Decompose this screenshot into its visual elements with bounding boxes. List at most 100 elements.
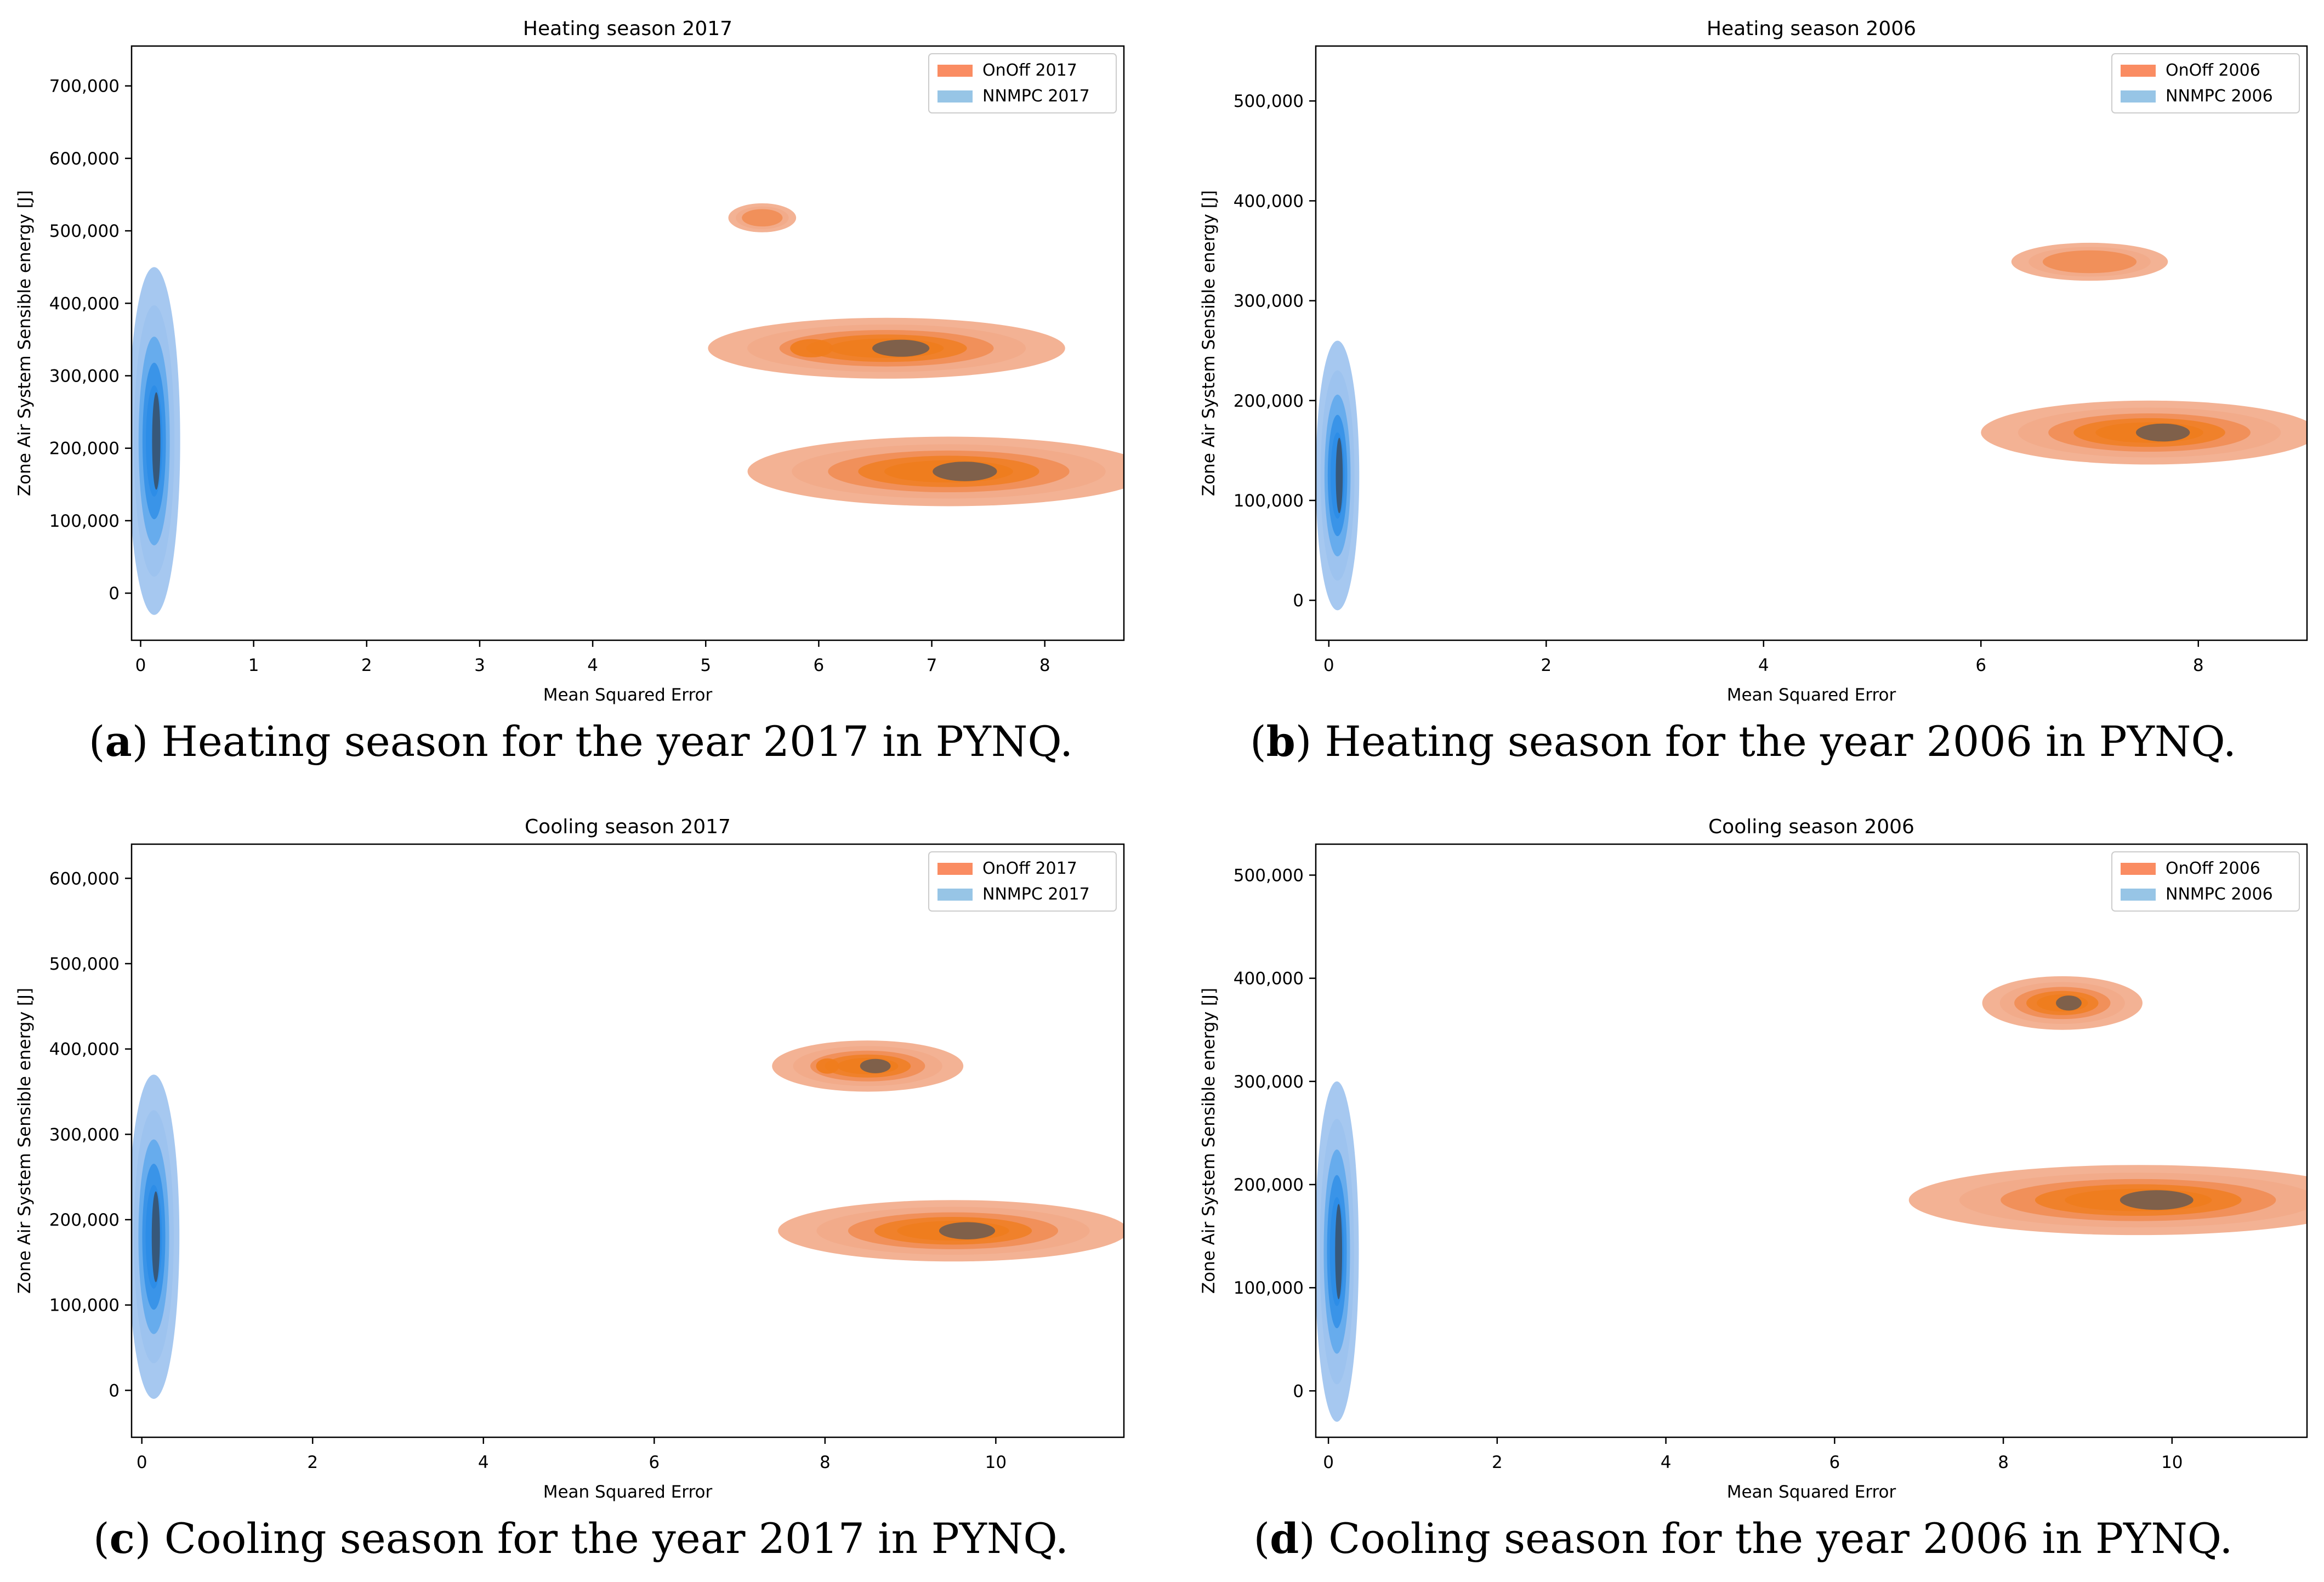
x-tick-label: 4: [1661, 1453, 1672, 1472]
y-tick-label: 500,000: [49, 221, 120, 241]
series-onoff-2017: [708, 203, 1124, 507]
caption-a: (a) Heating season for the year 2017 in …: [88, 717, 1073, 766]
legend-box: [2111, 53, 2300, 113]
legend: OnOff 2017 NNMPC 2017: [928, 851, 1117, 912]
legend: OnOff 2017 NNMPC 2017: [928, 53, 1117, 113]
y-tick-label: 200,000: [49, 439, 120, 459]
x-tick-label: 6: [1975, 656, 1986, 675]
legend-label-nnmpc-2006: NNMPC 2006: [2166, 885, 2273, 904]
series-onoff-2006: [1908, 976, 2307, 1236]
density-peak-2-onoff-2017-1: [816, 1058, 839, 1074]
caption-b: (b) Heating season for the year 2006 in …: [1249, 717, 2237, 766]
legend-label-nnmpc-2017: NNMPC 2017: [982, 885, 1090, 904]
caption-d-label: d: [1270, 1514, 1299, 1563]
plot-area: [132, 1040, 1124, 1399]
y-axis-label: Zone Air System Sensible energy [J]: [15, 988, 35, 1294]
y-tick-label: 200,000: [1234, 391, 1304, 411]
x-tick-label: 4: [587, 656, 598, 675]
x-tick-label: 5: [700, 656, 711, 675]
caption-c-text: Cooling season for the year 2017 in PYNQ…: [164, 1514, 1069, 1563]
series-nnmpc-2006: [1316, 340, 1360, 611]
series-nnmpc-2006: [1316, 1081, 1359, 1422]
x-tick-label: 2: [361, 656, 372, 675]
x-tick-label: 4: [1758, 656, 1769, 675]
legend: OnOff 2006 NNMPC 2006: [2111, 53, 2300, 113]
y-tick-label: 700,000: [49, 77, 120, 96]
y-tick-label: 600,000: [49, 149, 120, 169]
x-tick-label: 2: [307, 1453, 318, 1472]
legend-swatch-nnmpc-2017: [937, 889, 973, 901]
x-tick-label: 1: [248, 656, 259, 675]
y-tick-label: 100,000: [49, 1296, 120, 1316]
x-tick-label: 6: [1829, 1453, 1840, 1472]
density-peak-nnmpc-2006-0: [1335, 1204, 1343, 1300]
legend-box: [928, 851, 1117, 912]
density-peak-onoff-2006-0: [2120, 1190, 2194, 1210]
x-tick-label: 8: [1998, 1453, 2009, 1472]
y-tick-label: 100,000: [1234, 1278, 1304, 1298]
y-tick-label: 400,000: [49, 1040, 120, 1060]
x-tick-label: 3: [474, 656, 485, 675]
x-tick-label: 7: [927, 656, 937, 675]
caption-c: (c) Cooling season for the year 2017 in …: [93, 1514, 1069, 1563]
y-tick-label: 300,000: [1234, 292, 1304, 311]
x-tick-label: 4: [478, 1453, 489, 1472]
legend-label-onoff-2006: OnOff 2006: [2166, 61, 2260, 80]
legend-swatch-onoff-2006: [2121, 863, 2156, 875]
caption-c-label: c: [109, 1514, 135, 1563]
legend-swatch-nnmpc-2006: [2121, 889, 2156, 901]
series-nnmpc-2017: [132, 267, 180, 615]
density-contour-onoff-2017-2-2: [742, 209, 783, 227]
chart-title: Heating season 2017: [523, 18, 732, 40]
caption-b-label: b: [1266, 717, 1295, 766]
y-tick-label: 300,000: [1234, 1072, 1304, 1092]
axes-frame: [1315, 45, 2308, 641]
y-tick-label: 0: [1293, 591, 1304, 611]
panel-cooling-2006: 0 2 4 6 8 10 0 100,000 200,000 300,000 400,000 500,…: [1199, 816, 2308, 1502]
x-axis-label: Mean Squared Error: [1727, 1482, 1896, 1502]
y-tick-label: 300,000: [49, 1125, 120, 1145]
caption-b-text: Heating season for the year 2006 in PYNQ…: [1325, 717, 2237, 766]
x-axis-label: Mean Squared Error: [543, 1482, 713, 1502]
density-contour-onoff-2006-1-2: [2042, 250, 2137, 274]
x-tick-label: 10: [2161, 1453, 2183, 1472]
legend-label-nnmpc-2006: NNMPC 2006: [2166, 87, 2273, 106]
x-tick-label: 6: [814, 656, 825, 675]
density-peak-nnmpc-2017-0: [151, 1191, 160, 1282]
legend: OnOff 2006 NNMPC 2006: [2111, 851, 2300, 912]
caption-d: (d) Cooling season for the year 2006 in …: [1253, 1514, 2233, 1563]
plot-area: [132, 203, 1124, 615]
y-axis-label: Zone Air System Sensible energy [J]: [1199, 988, 1219, 1294]
caption-d-text: Cooling season for the year 2006 in PYNQ…: [1328, 1514, 2233, 1563]
x-tick-label: 0: [137, 1453, 147, 1472]
y-tick-label: 100,000: [49, 511, 120, 531]
legend-swatch-nnmpc-2006: [2121, 90, 2156, 103]
legend-label-onoff-2017: OnOff 2017: [982, 61, 1077, 80]
plot-area: [1316, 242, 2307, 611]
y-tick-label: 600,000: [49, 869, 120, 889]
y-axis-label: Zone Air System Sensible energy [J]: [15, 190, 35, 496]
density-peak-onoff-2006-0: [2135, 423, 2190, 442]
panel-heating-2017: 0 1 2 3 4 5 6 7 8 0 100,000 200,000 300,000 400,000 50…: [15, 18, 1125, 705]
y-axis-label: Zone Air System Sensible energy [J]: [1199, 190, 1219, 496]
caption-a-text: Heating season for the year 2017 in PYNQ…: [161, 717, 1073, 766]
density-peak-nnmpc-2006-0: [1336, 437, 1343, 514]
x-tick-label: 8: [1039, 656, 1050, 675]
y-tick-label: 0: [109, 1381, 120, 1401]
y-tick-label: 500,000: [1234, 92, 1304, 111]
y-tick-label: 400,000: [1234, 969, 1304, 989]
x-tick-label: 8: [820, 1453, 831, 1472]
x-tick-label: 8: [2193, 656, 2204, 675]
series-nnmpc-2017: [132, 1074, 180, 1399]
x-tick-label: 10: [985, 1453, 1007, 1472]
chart-title: Cooling season 2006: [1708, 816, 1914, 838]
caption-a-label: a: [105, 717, 132, 766]
x-tick-label: 0: [1323, 656, 1334, 675]
x-tick-label: 2: [1492, 1453, 1503, 1472]
x-tick-label: 2: [1541, 656, 1552, 675]
legend-label-nnmpc-2017: NNMPC 2017: [982, 87, 1090, 106]
y-tick-label: 0: [1293, 1381, 1304, 1401]
y-tick-label: 500,000: [49, 954, 120, 974]
density-peak-onoff-2017-0: [933, 462, 997, 481]
